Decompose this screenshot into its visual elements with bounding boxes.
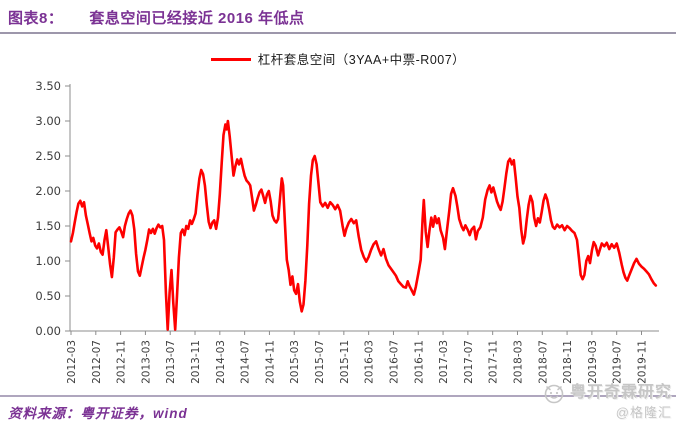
source-note: 资料来源：粤开证券，wind	[8, 406, 188, 421]
watermark-logo-icon	[544, 384, 564, 404]
x-axis-tick-label: 2015-03	[289, 340, 301, 384]
footer-divider-rule	[0, 395, 676, 397]
series-line	[69, 119, 658, 331]
x-axis-tick-label: 2015-07	[314, 340, 326, 384]
x-axis-tick-label: 2018-07	[537, 340, 549, 384]
title-divider-rule	[0, 32, 676, 34]
x-axis-tick-label: 2017-07	[463, 340, 475, 384]
x-axis-tick-label: 2013-07	[165, 340, 177, 384]
x-axis-tick-label: 2017-03	[438, 340, 450, 384]
figure-header: 图表8： 套息空间已经接近 2016 年低点	[8, 7, 668, 28]
line-chart: 0.00 0.50 1.00 1.50 2.00 2.50 3.00 3.50 2012-03 2…	[35, 79, 659, 384]
y-axis-tick-label: 0.50	[35, 289, 61, 303]
x-axis-tick-label: 2013-03	[140, 340, 152, 384]
watermark-handle-text: @格隆汇	[615, 405, 672, 420]
x-axis-tick-label: 2016-11	[413, 340, 425, 384]
x-axis-tick-label: 2014-11	[264, 340, 276, 384]
legend-line-swatch	[210, 58, 251, 62]
x-axis-tick-label: 2018-03	[512, 340, 524, 384]
x-axis-tick-label: 2012-03	[66, 340, 78, 384]
y-axis-tick-label: 2.50	[35, 149, 61, 163]
x-axis-tick-label: 2019-07	[612, 340, 624, 384]
x-axis-tick-label: 2012-07	[91, 340, 103, 384]
chart-legend: 杠杆套息空间（3YAA+中票-R007）	[0, 49, 676, 68]
y-axis-tick-label: 1.00	[35, 254, 61, 268]
x-axis-tick-label: 2014-03	[215, 340, 227, 384]
y-axis-tick-label: 0.00	[35, 324, 61, 338]
y-axis-tick-label: 2.00	[35, 184, 61, 198]
x-axis-tick-label: 2019-03	[587, 340, 599, 384]
figure-title: 套息空间已经接近 2016 年低点	[89, 10, 305, 27]
x-axis-tick-label: 2013-11	[190, 340, 202, 384]
watermark: 粤开奇霖研究 @格隆汇	[542, 381, 672, 420]
y-axis-tick-label: 3.00	[35, 114, 61, 128]
watermark-brand-text: 粤开奇霖研究	[569, 384, 672, 402]
x-axis-tick-label: 2015-11	[339, 340, 351, 384]
x-axis-tick-label: 2018-11	[562, 340, 574, 384]
figure-number-label: 图表8：	[8, 10, 64, 27]
x-axis-tick-label: 2019-11	[636, 340, 648, 384]
x-axis-tick-label: 2016-03	[364, 340, 376, 384]
y-axis-tick-label: 1.50	[35, 219, 61, 233]
x-axis-tick-label: 2017-11	[488, 340, 500, 384]
y-axis-tick-label: 3.50	[35, 79, 61, 93]
legend-series-label: 杠杆套息空间（3YAA+中票-R007）	[257, 53, 466, 67]
x-axis-tick-label: 2012-11	[116, 340, 128, 384]
x-axis-tick-label: 2016-07	[388, 340, 400, 384]
x-axis-tick-label: 2014-07	[240, 340, 252, 384]
